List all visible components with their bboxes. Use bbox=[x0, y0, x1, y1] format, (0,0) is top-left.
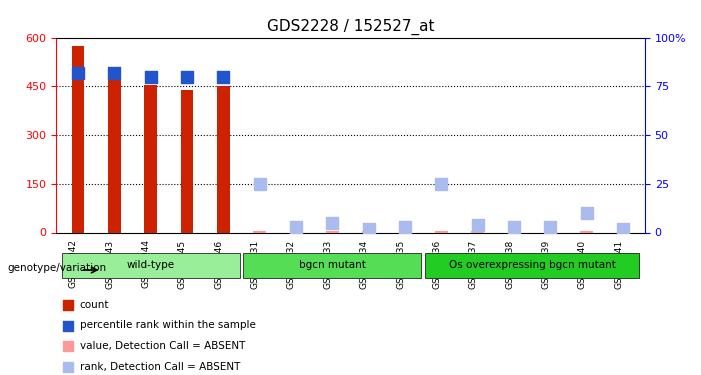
Point bbox=[436, 181, 447, 187]
Text: GSM95943: GSM95943 bbox=[105, 240, 114, 289]
Point bbox=[400, 224, 411, 230]
Bar bbox=[217, 86, 230, 232]
Bar bbox=[181, 90, 193, 232]
Text: rank, Detection Call = ABSENT: rank, Detection Call = ABSENT bbox=[80, 362, 240, 372]
Point bbox=[581, 210, 592, 216]
Text: GSM95939: GSM95939 bbox=[541, 240, 550, 289]
Text: GSM95933: GSM95933 bbox=[323, 240, 332, 289]
Bar bbox=[362, 231, 375, 232]
Text: GDS2228 / 152527_at: GDS2228 / 152527_at bbox=[267, 19, 434, 35]
Point bbox=[218, 74, 229, 80]
Point bbox=[109, 70, 120, 76]
Bar bbox=[399, 231, 411, 232]
Text: GSM95936: GSM95936 bbox=[433, 240, 442, 289]
Text: GSM95945: GSM95945 bbox=[178, 240, 187, 289]
Text: GSM95940: GSM95940 bbox=[578, 240, 587, 289]
Text: GSM95942: GSM95942 bbox=[69, 240, 78, 288]
Point bbox=[363, 226, 374, 232]
Text: bgcn mutant: bgcn mutant bbox=[299, 260, 366, 270]
Text: GSM95937: GSM95937 bbox=[469, 240, 477, 289]
Bar bbox=[108, 67, 121, 232]
Point bbox=[545, 224, 556, 230]
FancyBboxPatch shape bbox=[62, 253, 240, 278]
FancyBboxPatch shape bbox=[425, 253, 639, 278]
Point bbox=[290, 224, 301, 230]
Point bbox=[72, 70, 83, 76]
Point bbox=[182, 74, 193, 80]
Text: count: count bbox=[80, 300, 109, 310]
Bar bbox=[326, 231, 339, 232]
Bar bbox=[290, 231, 302, 232]
Bar bbox=[580, 231, 593, 232]
Bar bbox=[144, 85, 157, 232]
Bar bbox=[253, 231, 266, 232]
Point bbox=[508, 224, 519, 230]
Text: GSM95941: GSM95941 bbox=[614, 240, 623, 289]
Bar bbox=[617, 231, 629, 232]
Text: GSM95932: GSM95932 bbox=[287, 240, 296, 289]
FancyBboxPatch shape bbox=[243, 253, 421, 278]
Text: Os overexpressing bgcn mutant: Os overexpressing bgcn mutant bbox=[449, 260, 615, 270]
Text: GSM95946: GSM95946 bbox=[215, 240, 224, 289]
Point bbox=[254, 181, 265, 187]
Point bbox=[618, 226, 629, 232]
Bar bbox=[471, 231, 484, 232]
Text: GSM95938: GSM95938 bbox=[505, 240, 514, 289]
Text: GSM95934: GSM95934 bbox=[360, 240, 369, 289]
Point bbox=[327, 220, 338, 226]
Point bbox=[452, 68, 463, 74]
Text: GSM95944: GSM95944 bbox=[142, 240, 151, 288]
Point bbox=[145, 74, 156, 80]
Bar bbox=[72, 46, 84, 232]
Bar bbox=[435, 231, 448, 232]
Point bbox=[452, 256, 463, 262]
Text: GSM95931: GSM95931 bbox=[251, 240, 259, 289]
Text: genotype/variation: genotype/variation bbox=[7, 263, 106, 273]
Text: GSM95935: GSM95935 bbox=[396, 240, 405, 289]
Point bbox=[472, 222, 483, 228]
Bar bbox=[544, 231, 557, 232]
Text: wild-type: wild-type bbox=[126, 260, 175, 270]
Bar bbox=[508, 231, 520, 232]
Text: value, Detection Call = ABSENT: value, Detection Call = ABSENT bbox=[80, 341, 245, 351]
Text: percentile rank within the sample: percentile rank within the sample bbox=[80, 321, 255, 330]
